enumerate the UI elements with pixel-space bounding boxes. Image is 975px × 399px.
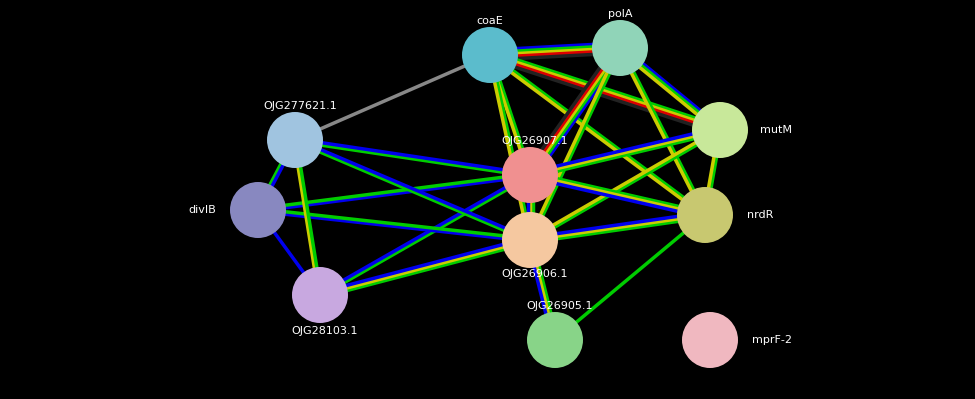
Circle shape bbox=[682, 312, 738, 368]
Circle shape bbox=[502, 212, 558, 268]
Circle shape bbox=[592, 20, 648, 76]
Circle shape bbox=[677, 187, 733, 243]
Text: nrdR: nrdR bbox=[747, 210, 773, 220]
Text: mutM: mutM bbox=[760, 125, 792, 135]
Text: coaE: coaE bbox=[477, 16, 503, 26]
Text: OJG277621.1: OJG277621.1 bbox=[263, 101, 337, 111]
Circle shape bbox=[267, 112, 323, 168]
Text: OJG26906.1: OJG26906.1 bbox=[502, 269, 568, 279]
Circle shape bbox=[527, 312, 583, 368]
Circle shape bbox=[230, 182, 286, 238]
Text: divIB: divIB bbox=[188, 205, 216, 215]
Text: mprF-2: mprF-2 bbox=[752, 335, 792, 345]
Circle shape bbox=[502, 147, 558, 203]
Circle shape bbox=[292, 267, 348, 323]
Text: OJG28103.1: OJG28103.1 bbox=[292, 326, 358, 336]
Text: OJG26907.1: OJG26907.1 bbox=[502, 136, 568, 146]
Circle shape bbox=[692, 102, 748, 158]
Circle shape bbox=[462, 27, 518, 83]
Text: OJG26905.1: OJG26905.1 bbox=[526, 301, 593, 311]
Text: polA: polA bbox=[607, 9, 632, 19]
